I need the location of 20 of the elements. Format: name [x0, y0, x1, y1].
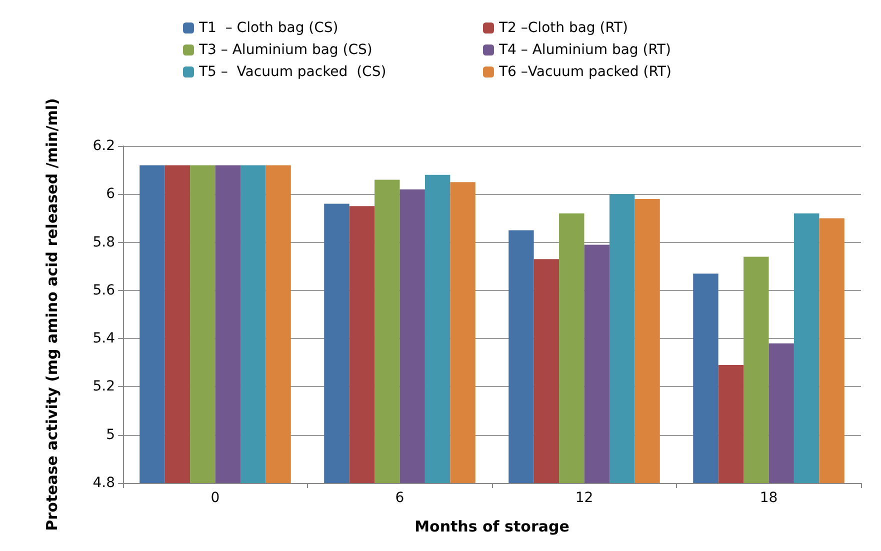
y-tick-label: 5.8 — [92, 234, 115, 250]
y-tick-label: 5.4 — [92, 330, 116, 347]
x-tick-label: 12 — [575, 490, 594, 506]
x-tick-label: 6 — [395, 490, 404, 506]
y-tick-label: 5 — [106, 426, 115, 443]
legend-label: T3 – Aluminium bag (CS) — [198, 42, 372, 58]
legend-label: T4 – Aluminium bag (RT) — [498, 42, 671, 58]
x-tick-label: 0 — [210, 490, 220, 506]
legend-label: T6 –Vacuum packed (RT) — [498, 64, 672, 80]
x-axis-title: Months of storage — [414, 518, 570, 536]
y-tick-label: 6 — [106, 186, 116, 202]
y-tick-label: 5.6 — [92, 282, 116, 298]
y-axis-title: Protease activity (mg amino acid released /min/ml) — [43, 98, 61, 531]
legend-label: T2 –Cloth bag (RT) — [498, 20, 628, 36]
legend-label: T1 – Cloth bag (CS) — [198, 20, 338, 36]
legend-label: T5 – Vacuum packed (CS) — [198, 64, 386, 80]
y-tick-label: 4.8 — [92, 475, 115, 491]
y-tick-label: 5.2 — [92, 378, 115, 395]
y-tick-label: 6.2 — [92, 138, 115, 154]
x-tick-label: 18 — [760, 490, 778, 506]
